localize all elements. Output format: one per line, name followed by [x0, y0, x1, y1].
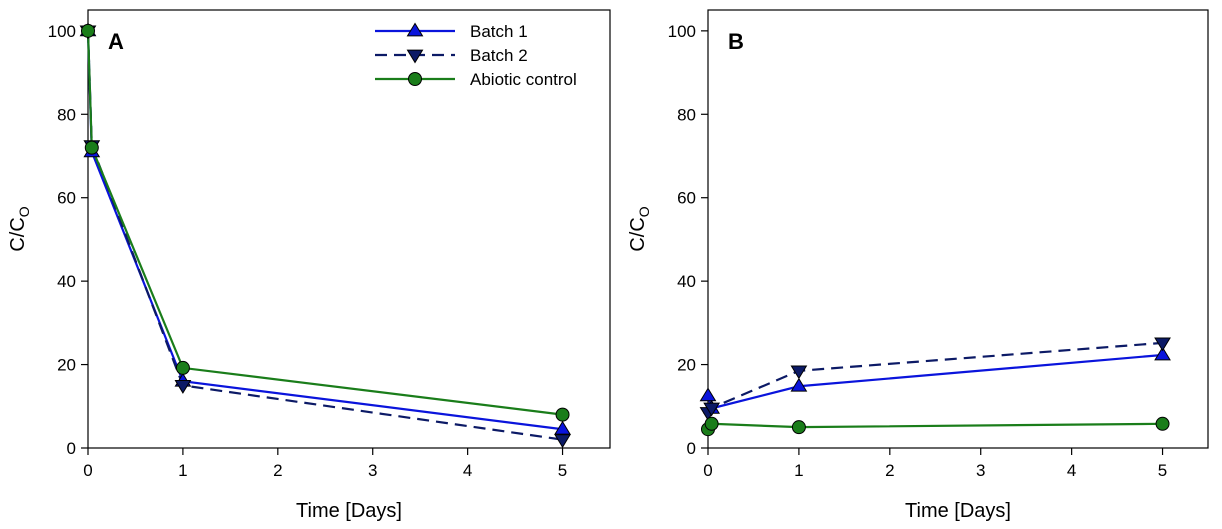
data-point — [175, 360, 190, 375]
data-point — [1155, 416, 1170, 431]
panel-label: A — [108, 29, 124, 54]
x-tick-label: 0 — [703, 461, 712, 480]
data-point — [81, 23, 95, 38]
x-tick-label: 5 — [1158, 461, 1167, 480]
plot-frame — [707, 9, 1209, 449]
y-tick-label: 0 — [67, 439, 76, 458]
x-tick-label: 4 — [463, 461, 472, 480]
y-tick-label: 60 — [677, 189, 696, 208]
series-line — [707, 422, 1163, 430]
y-tick-label: 40 — [677, 272, 696, 291]
y-tick-label: 80 — [57, 105, 76, 124]
series-line — [86, 30, 563, 441]
legend-label: Batch 1 — [470, 22, 528, 41]
y-tick-label: 60 — [57, 189, 76, 208]
data-point — [790, 365, 808, 380]
data-point — [554, 434, 571, 449]
panel-b: 0 20 40 60 80 100 0 1 2 3 4 5 Time [Days] C/CO B — [627, 9, 1209, 522]
legend-marker — [406, 22, 424, 37]
data-point — [1154, 337, 1171, 352]
x-tick-label: 1 — [794, 461, 803, 480]
data-point — [704, 416, 719, 431]
plot-frame — [87, 9, 611, 449]
x-tick-label: 1 — [178, 461, 187, 480]
data-point — [554, 420, 571, 435]
data-point — [791, 420, 806, 435]
y-axis-label-main: C/C — [7, 217, 29, 251]
y-axis-label: C/CO — [7, 206, 32, 251]
y-tick-label: 20 — [677, 356, 696, 375]
data-point — [1154, 346, 1171, 361]
y-tick-label: 20 — [57, 356, 76, 375]
x-tick-label: 5 — [558, 461, 567, 480]
data-point — [174, 380, 192, 394]
legend-label: Abiotic control — [470, 70, 577, 89]
y-tick-label: 40 — [57, 272, 76, 291]
y-tick-label: 0 — [687, 439, 696, 458]
y-tick-label: 80 — [677, 105, 696, 124]
data-point — [703, 402, 721, 417]
x-tick-label: 4 — [1067, 461, 1076, 480]
legend-marker — [406, 49, 424, 64]
series-line — [707, 341, 1163, 414]
data-point — [699, 387, 717, 402]
data-point — [555, 407, 570, 422]
x-tick-label: 2 — [273, 461, 282, 480]
x-tick-label: 3 — [368, 461, 377, 480]
series-line — [86, 30, 563, 431]
y-tick-label: 100 — [668, 22, 696, 41]
data-point — [790, 377, 808, 392]
x-tick-label: 0 — [83, 461, 92, 480]
legend-marker — [408, 72, 422, 86]
legend-label: Batch 2 — [470, 46, 528, 65]
series-line — [86, 30, 563, 416]
y-axis-label: C/CO — [627, 206, 652, 251]
y-tick-label: 100 — [48, 22, 76, 41]
x-tick-label: 2 — [885, 461, 894, 480]
y-axis-label-subscript: O — [636, 206, 652, 217]
x-axis-label: Time [Days] — [296, 500, 402, 522]
x-tick-label: 3 — [976, 461, 985, 480]
y-axis-label-subscript: O — [16, 206, 32, 217]
x-axis-label: Time [Days] — [905, 500, 1011, 522]
data-point — [84, 140, 99, 155]
panel-a: 0 20 40 60 80 100 0 1 2 3 4 5 Time [Days] C/CO A Batch … — [7, 9, 611, 522]
panel-label: B — [728, 29, 744, 54]
series-line — [706, 353, 1163, 410]
y-axis-label-main: C/C — [627, 217, 649, 251]
